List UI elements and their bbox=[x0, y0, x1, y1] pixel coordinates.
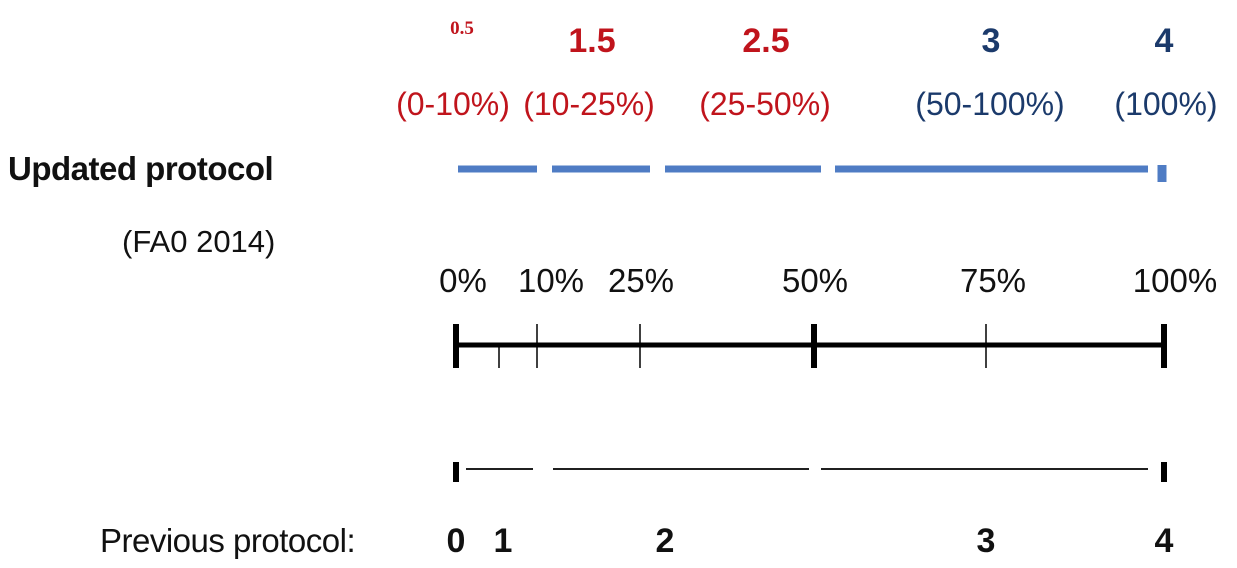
updated-protocol-title: Updated protocol bbox=[8, 150, 274, 187]
previous-score-2: 2 bbox=[655, 522, 675, 560]
previous-score-1: 1 bbox=[493, 522, 513, 560]
previous-protocol-segments bbox=[453, 462, 1167, 482]
percent-label-100: 100% bbox=[1132, 262, 1218, 299]
percent-label-10: 10% bbox=[517, 262, 585, 299]
updated-score-0-5: 0.5 bbox=[450, 18, 474, 39]
updated-range-100: (100%) bbox=[1114, 86, 1218, 122]
updated-score-3: 3 bbox=[981, 22, 1001, 60]
percent-label-0: 0% bbox=[439, 262, 487, 299]
percent-label-50: 50% bbox=[781, 262, 849, 299]
updated-score-2-5: 2.5 bbox=[742, 22, 790, 60]
updated-score-0-5-shadow-mark: - bbox=[451, 30, 461, 63]
updated-score-1-5: 1.5 bbox=[568, 22, 616, 60]
updated-range-10-25: (10-25%) bbox=[523, 86, 655, 122]
previous-score-0: 0 bbox=[446, 522, 466, 560]
updated-range-50-100: (50-100%) bbox=[915, 86, 1065, 122]
percent-label-25: 25% bbox=[607, 262, 675, 299]
percent-axis bbox=[453, 324, 1167, 368]
previous-score-4: 4 bbox=[1154, 522, 1174, 560]
updated-range-25-50: (25-50%) bbox=[699, 86, 831, 122]
updated-protocol-subtitle: (FA0 2014) bbox=[122, 224, 276, 259]
updated-protocol-segments bbox=[458, 165, 1167, 182]
previous-protocol-label: Previous protocol: bbox=[100, 522, 356, 559]
percent-label-75: 75% bbox=[959, 262, 1027, 299]
previous-score-3: 3 bbox=[976, 522, 996, 560]
updated-score-4: 4 bbox=[1154, 22, 1174, 60]
updated-range-0-10: (0-10%) bbox=[396, 86, 510, 122]
